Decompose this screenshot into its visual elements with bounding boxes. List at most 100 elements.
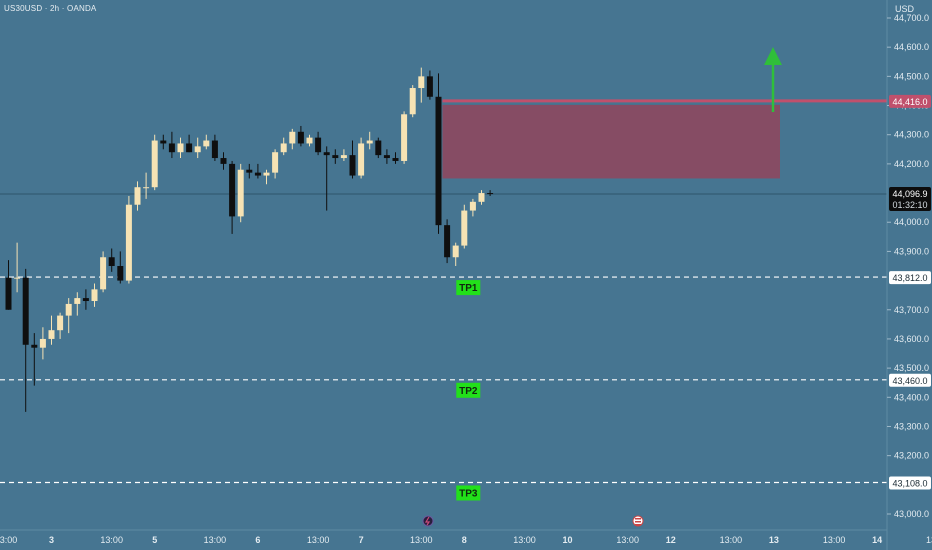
candle-body xyxy=(444,225,451,258)
candle-body xyxy=(280,143,287,153)
tp-label-text: TP2 xyxy=(459,386,478,397)
zone-price-tag xyxy=(889,94,931,108)
candle-body xyxy=(237,169,244,217)
candle-body xyxy=(366,140,373,144)
price-tick-label: 44,600.0 xyxy=(894,42,929,52)
candle-body xyxy=(74,298,81,304)
candle-body xyxy=(323,152,330,156)
countdown-text: 01:32:10 xyxy=(892,200,927,210)
tp-label-box xyxy=(456,485,481,501)
level-price-tag-text: 43,812.0 xyxy=(892,273,927,283)
candle-body xyxy=(383,155,390,159)
candle-body xyxy=(108,257,115,266)
candle-body xyxy=(246,169,253,173)
candle-body xyxy=(48,330,55,339)
candle-body xyxy=(203,140,210,147)
candle-body xyxy=(168,143,175,153)
candle-body xyxy=(65,303,72,316)
price-tick-label: 43,700.0 xyxy=(894,305,929,315)
current-price-tag xyxy=(889,186,931,211)
candle-body xyxy=(332,155,339,159)
candle-body xyxy=(375,140,382,156)
candle-body xyxy=(31,344,38,348)
candle-body xyxy=(57,315,64,331)
tp-label-text: TP1 xyxy=(459,283,478,294)
candle-body xyxy=(349,155,356,176)
supply-zone-box xyxy=(442,104,780,179)
time-tick-label: 5 xyxy=(152,535,157,545)
candle-body xyxy=(177,143,184,153)
candle-body xyxy=(461,210,468,246)
lightning-icon xyxy=(422,515,434,527)
time-tick-label: 13:00 xyxy=(307,535,330,545)
candle-body xyxy=(315,137,322,153)
time-tick-label: 13:00 xyxy=(616,535,639,545)
candle-body xyxy=(211,140,218,159)
candles xyxy=(5,67,494,412)
candle-body xyxy=(401,114,408,161)
level-price-tag xyxy=(889,271,931,285)
time-tick-label: 12 xyxy=(666,535,676,545)
price-tick-label: 43,500.0 xyxy=(894,363,929,373)
candle-body xyxy=(418,76,425,89)
time-tick-label: 13:00 xyxy=(100,535,123,545)
level-price-tag xyxy=(889,476,931,490)
price-tick-label: 43,600.0 xyxy=(894,334,929,344)
candle-body xyxy=(39,338,46,348)
candle-body xyxy=(487,193,494,195)
target-levels xyxy=(0,193,887,484)
candle-body xyxy=(151,140,158,188)
candle-body xyxy=(452,245,459,258)
candle-body xyxy=(289,131,296,144)
resistance-zone xyxy=(442,99,887,179)
bullish-arrow-head xyxy=(764,47,782,65)
candle-body xyxy=(263,172,270,176)
time-tick-label: 13:00 xyxy=(823,535,846,545)
time-tick-label: 13:00 xyxy=(410,535,433,545)
candle-body xyxy=(340,155,347,159)
candle-body xyxy=(409,88,416,115)
candle-body xyxy=(478,193,485,202)
candle-body xyxy=(143,187,150,189)
candle-body xyxy=(435,96,442,226)
candle-body xyxy=(117,266,124,281)
time-tick-label: 13:00 xyxy=(720,535,743,545)
candle-body xyxy=(134,187,141,205)
price-tick-label: 43,200.0 xyxy=(894,451,929,461)
time-axis[interactable]: 3:00 3 13:00 5 13:00 6 13:00 7 13:00 8 13:00 10 13:0… xyxy=(0,515,932,545)
time-tick-label: 8 xyxy=(462,535,467,545)
time-tick-label: 6 xyxy=(255,535,260,545)
symbol-title: US30USD · 2h · OANDA xyxy=(4,4,97,13)
candle-body xyxy=(426,76,433,97)
us-flag-stripe xyxy=(635,521,641,523)
tp-label-box xyxy=(456,382,481,398)
price-tick-label: 43,900.0 xyxy=(894,246,929,256)
candle-body xyxy=(306,137,313,144)
annotations: TP1 TP2 TP3 xyxy=(456,47,782,501)
candle-body xyxy=(254,172,261,176)
time-tick-label: 13:00 xyxy=(513,535,536,545)
level-price-tag-text: 43,108.0 xyxy=(892,478,927,488)
candle-body xyxy=(186,143,193,153)
time-tick-label: 13 xyxy=(769,535,779,545)
candle-body xyxy=(160,140,167,144)
price-tick-label: 44,700.0 xyxy=(894,13,929,23)
time-tick-label: 14 xyxy=(872,535,882,545)
candle-body xyxy=(297,131,304,144)
time-tick-label: 13:00 xyxy=(926,535,932,545)
current-price-text: 44,096.9 xyxy=(892,189,927,199)
candle-body xyxy=(220,158,227,164)
price-tick-label: 43,300.0 xyxy=(894,421,929,431)
price-tick-label: 43,000.0 xyxy=(894,509,929,519)
candle-body xyxy=(22,277,29,345)
candle-body xyxy=(392,158,399,161)
candle-body xyxy=(358,143,365,176)
lightning-icon-bolt xyxy=(424,516,431,526)
time-tick-label: 7 xyxy=(359,535,364,545)
level-price-tag-text: 43,460.0 xyxy=(892,376,927,386)
price-tick-label: 44,300.0 xyxy=(894,130,929,140)
price-axis[interactable]: USD44,700.044,600.044,500.044,400.044,30… xyxy=(886,0,932,550)
us-flag-stripe xyxy=(635,518,641,520)
tp-label-box xyxy=(456,280,481,296)
